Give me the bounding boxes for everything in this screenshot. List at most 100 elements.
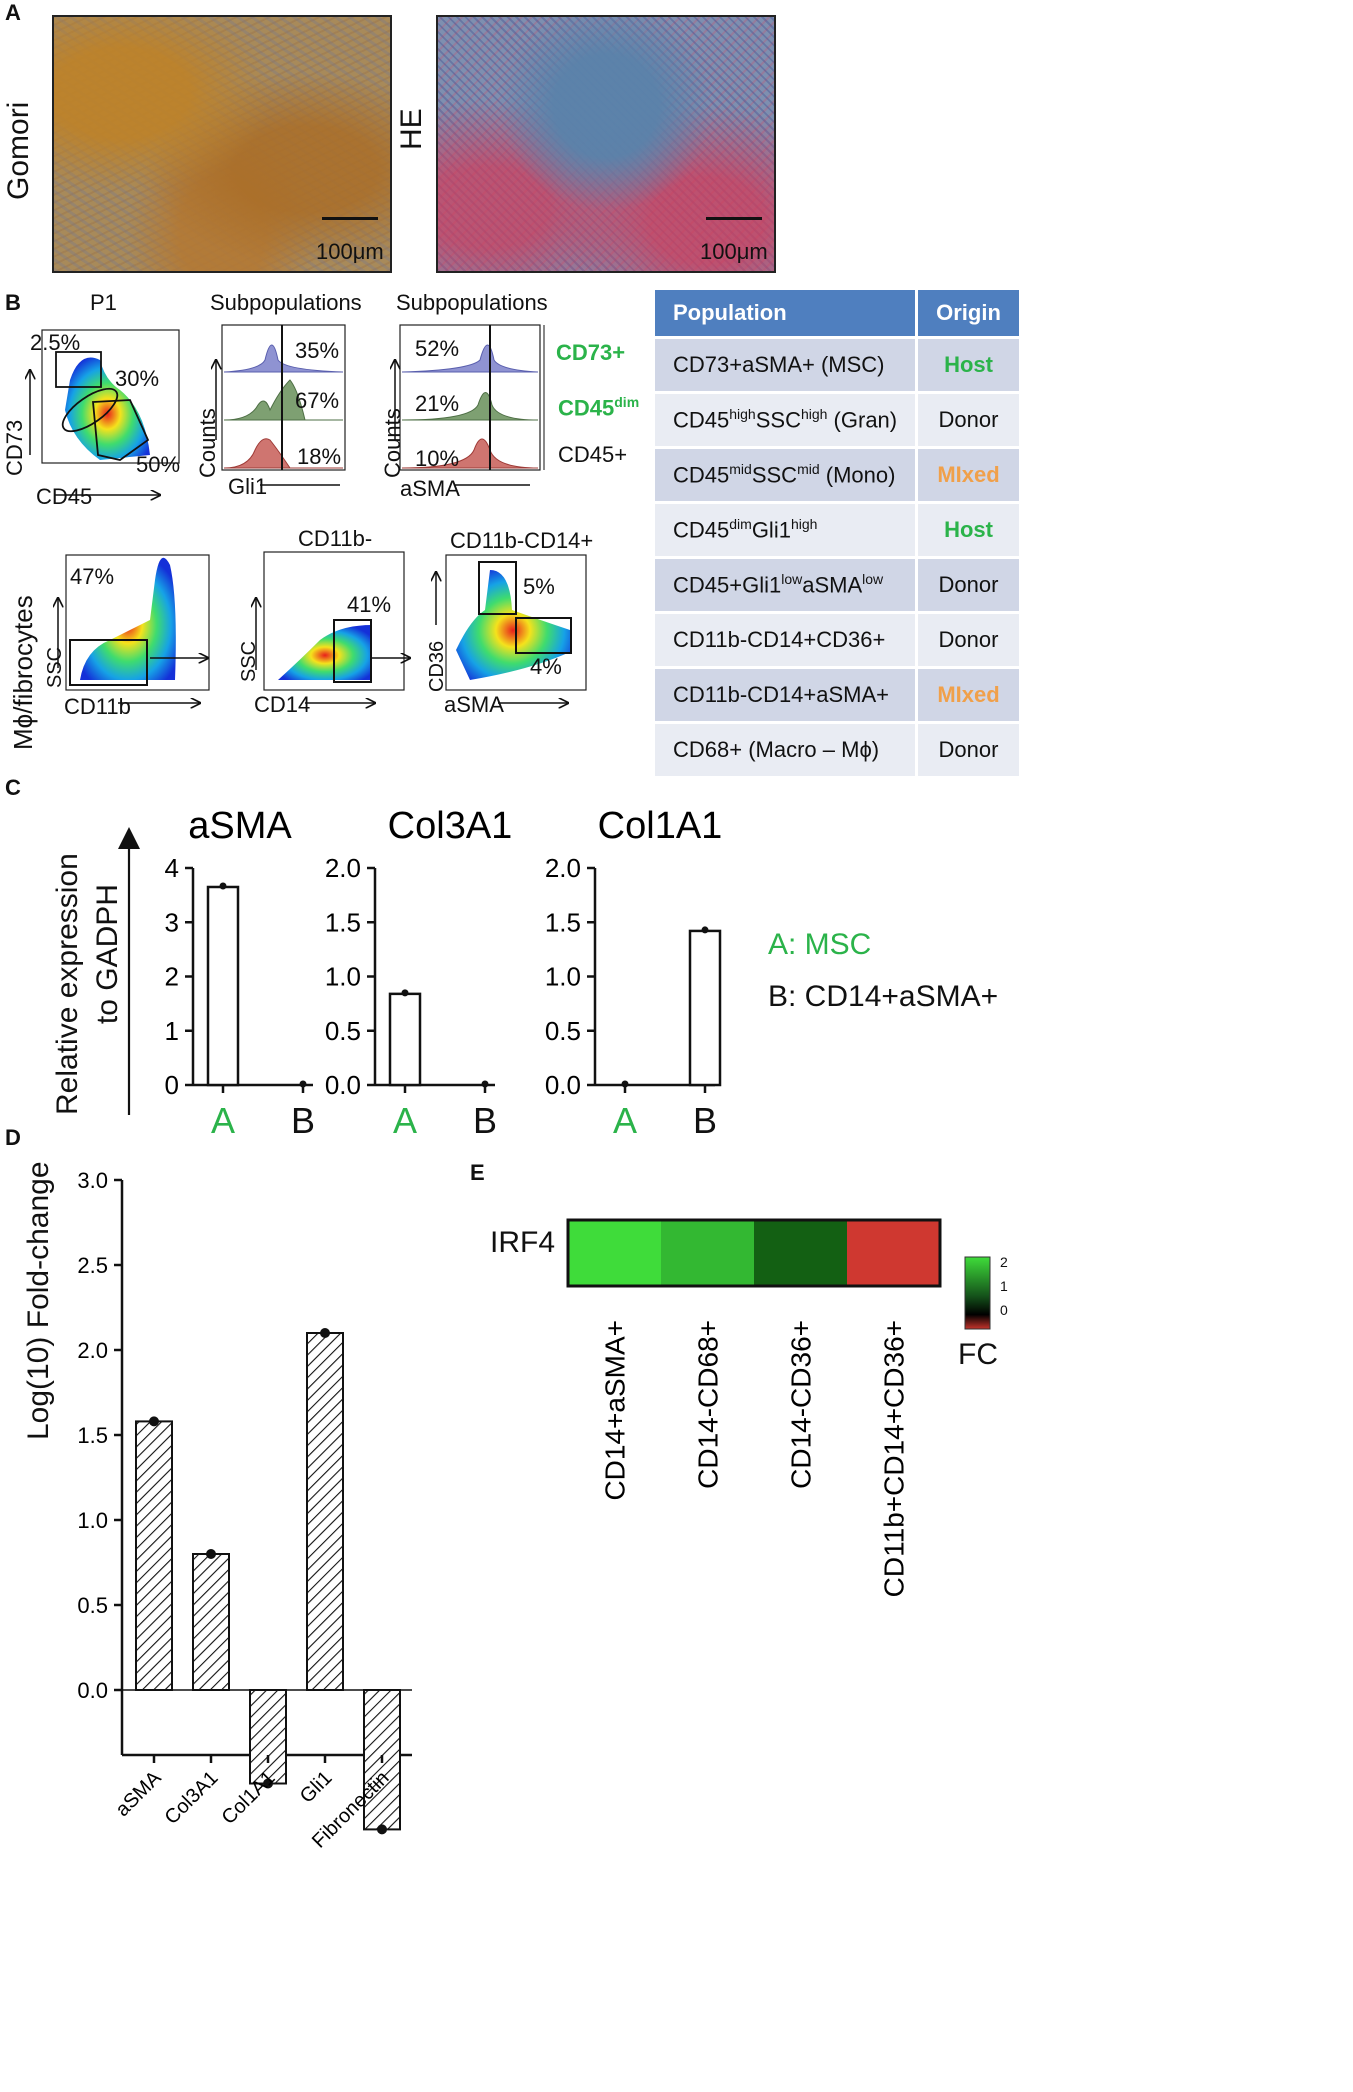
data-point [299,1080,307,1088]
x-tick-label: aSMA [111,1767,166,1822]
legend-cd73: CD73+ [556,340,626,365]
flow-plots [0,324,587,780]
he-micrograph: 100μm [436,15,776,273]
colorbar [964,1256,991,1330]
y-tick-label: 1.0 [325,962,361,992]
p1-gate-2-5: 2.5% [30,330,81,355]
cd11b-density [278,625,372,680]
asma-hist-1 [401,344,539,373]
header-population: Population [651,287,919,339]
population-table: Population Origin CD73+aSMA+ (MSC) Host CD… [651,287,1022,779]
population-cell: CD73+aSMA+ (MSC) [651,336,919,394]
asma-value-1: 52% [415,336,460,361]
heatmap-row-label: IRF4 [490,1226,556,1259]
x-tick-label: A [211,1100,235,1140]
scale-text: 100μm [700,239,768,264]
bar [688,929,722,1087]
table-row: CD73+aSMA+ (MSC) Host [651,336,1022,394]
cd14-title: CD11b-CD14+ [450,528,594,553]
origin-cell: MIxed [915,446,1022,504]
cd14-gate-2 [515,617,572,654]
y-tick-label: 0.5 [77,1593,108,1618]
table-row: CD11b-CD14+aSMA+ MIxed [651,666,1022,724]
population-text: (Gran) [827,407,898,433]
asma-value-3: 10% [415,446,460,471]
y-tick-label: 2.0 [545,853,581,883]
population-text: CD11b-CD14+CD36+ [673,627,886,652]
y-tick-label: 1.5 [545,907,581,937]
mfib-ylabel: SSC [44,646,66,688]
y-tick-label: 2.0 [325,853,361,883]
population-text: CD45 [673,407,730,433]
gli1-title: Subpopulations [210,290,362,315]
y-tick-label: 0.0 [545,1070,581,1100]
heatmap-border [566,1218,942,1288]
population-superscript: mid [729,461,752,478]
bar [388,992,422,1087]
gomori-label: Gomori [2,101,35,200]
population-text: Gli1 [751,517,791,543]
mfib-xlabel: CD11b [64,694,131,719]
scale-text: 100μm [316,239,384,264]
table-header-row: Population Origin [651,287,1022,339]
origin-cell: Donor [915,721,1022,779]
bar [249,1689,287,1785]
population-cell: CD45midSSCmid (Mono) [651,446,919,504]
table-row: CD45midSSCmid (Mono) MIxed [651,446,1022,504]
heatmap-cell [568,1220,661,1286]
cd14-gate-4: 4% [530,654,562,679]
panel-letter-d: D [5,1125,21,1150]
asma-value-2: 21% [415,391,460,416]
panel-d-ylabel: Log(10) Fold-change [22,1161,55,1440]
cd14-gate-5: 5% [523,574,555,599]
population-text: CD45 [673,517,730,543]
x-tick-label: A [393,1100,417,1140]
panel-c-legend-b: B: CD14+aSMA+ [768,980,999,1013]
panel-letter-e: E [470,1160,485,1185]
population-cell: CD68+ (Macro – Mϕ) [651,721,919,779]
population-text: (Mono) [819,462,896,488]
heatmap-cell [661,1220,754,1286]
y-tick-label: 0.5 [325,1016,361,1046]
asma-frame [399,324,541,471]
he-label: HE [395,108,428,150]
mfib-outer-label: Mϕ/fibrocytes [8,595,38,750]
y-tick-label: 1.0 [545,962,581,992]
data-point [219,882,227,890]
legend-cd45dim: CD45dim [558,394,640,421]
bar [306,1332,344,1691]
x-tick-label: B [693,1100,717,1140]
mfib-density [80,557,176,680]
panel-c-legend-a: A: MSC [768,928,872,961]
table-row: CD45dimGli1high Host [651,501,1022,559]
header-origin: Origin [915,287,1022,339]
heatmap-column-label: CD14-CD36+ [786,1320,817,1489]
p1-title: P1 [90,290,117,315]
panel-letter-b: B [5,290,21,315]
gli1-value-3: 18% [297,444,342,469]
data-point [621,1080,629,1088]
population-superscript: low [862,571,884,588]
cd14-xlabel: aSMA [444,692,504,717]
population-superscript: high [790,516,818,533]
p1-gate-30: 30% [115,366,160,391]
p1-xlabel: CD45 [36,484,93,509]
cd11b-gate [333,619,372,683]
table-row: CD45+Gli1lowaSMAlow Donor [651,556,1022,614]
panel-c-chart-group: aSMA 0 1 2 3 4 A B Col3A1 0.0 0.5 1.0 1.5 2.0 A B Col1A1… [165,805,723,1140]
population-text: CD45+Gli1 [673,572,782,598]
table-row: CD11b-CD14+CD36+ Donor [651,611,1022,669]
table-body: CD73+aSMA+ (MSC) Host CD45highSSChigh (Gra… [651,336,1022,779]
table-row: CD45highSSChigh (Gran) Donor [651,391,1022,449]
origin-cell: MIxed [915,666,1022,724]
y-tick-label: 0 [165,1070,179,1100]
asma-title: Subpopulations [396,290,548,315]
legend-cd45plus: CD45+ [558,442,628,467]
scale-bar [706,217,762,220]
panel-e-heatmap: CD14+aSMA+ CD14-CD68+ CD14-CD36+ CD11b+CD14… [566,1218,991,1597]
asma-xlabel: aSMA [400,476,460,501]
y-tick-label: 1.5 [325,907,361,937]
population-text: aSMA [802,572,863,598]
table-row: CD68+ (Macro – Mϕ) Donor [651,721,1022,779]
